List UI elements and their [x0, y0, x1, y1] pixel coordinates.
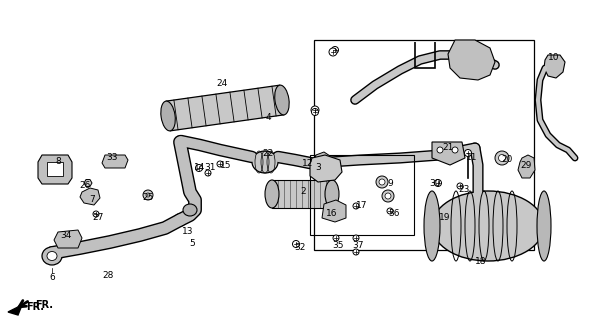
Ellipse shape: [432, 191, 544, 261]
Text: 24: 24: [216, 79, 228, 89]
Polygon shape: [102, 155, 128, 168]
Circle shape: [311, 108, 319, 116]
Text: 12: 12: [302, 158, 314, 167]
Bar: [314, 40, 534, 250]
Circle shape: [353, 235, 359, 241]
Circle shape: [457, 183, 463, 189]
Polygon shape: [314, 152, 330, 167]
Text: 2: 2: [300, 188, 306, 196]
Text: 35: 35: [332, 241, 344, 250]
Text: 28: 28: [102, 270, 114, 279]
Text: 19: 19: [439, 212, 451, 221]
Text: 18: 18: [475, 257, 487, 266]
Text: 6: 6: [49, 274, 55, 283]
Text: 10: 10: [548, 52, 560, 61]
Text: 16: 16: [326, 209, 338, 218]
Circle shape: [435, 180, 442, 187]
Circle shape: [387, 208, 393, 214]
Text: 30: 30: [429, 180, 441, 188]
Circle shape: [217, 161, 223, 167]
Circle shape: [333, 235, 339, 241]
Circle shape: [465, 149, 472, 156]
Text: 15: 15: [220, 161, 232, 170]
Circle shape: [385, 193, 391, 199]
Polygon shape: [38, 155, 72, 184]
Circle shape: [379, 179, 385, 185]
Ellipse shape: [325, 180, 339, 208]
Text: 29: 29: [520, 161, 532, 170]
Circle shape: [332, 46, 338, 53]
Polygon shape: [322, 200, 346, 222]
Circle shape: [382, 190, 394, 202]
Circle shape: [205, 170, 211, 176]
Text: 20: 20: [501, 155, 513, 164]
Text: 36: 36: [388, 209, 400, 218]
Circle shape: [311, 106, 319, 114]
Text: 4: 4: [265, 114, 271, 123]
Polygon shape: [448, 40, 495, 80]
Circle shape: [195, 164, 203, 172]
Text: 34: 34: [60, 231, 72, 241]
Circle shape: [452, 147, 458, 153]
Polygon shape: [310, 155, 342, 182]
Polygon shape: [518, 155, 535, 178]
Bar: [310, 155, 414, 235]
Polygon shape: [84, 180, 92, 187]
Text: 5: 5: [189, 238, 195, 247]
Text: FR.: FR.: [26, 302, 44, 312]
Polygon shape: [544, 55, 565, 78]
Text: 31: 31: [204, 163, 216, 172]
Ellipse shape: [265, 180, 279, 208]
Ellipse shape: [424, 191, 440, 261]
Circle shape: [495, 151, 509, 165]
Circle shape: [143, 190, 153, 200]
Text: 25: 25: [142, 193, 154, 202]
Circle shape: [93, 211, 99, 217]
Ellipse shape: [275, 85, 289, 115]
Text: FR.: FR.: [35, 300, 53, 310]
Text: 23: 23: [459, 185, 470, 194]
Bar: [47, 162, 63, 176]
Text: 37: 37: [352, 241, 364, 250]
Ellipse shape: [42, 247, 62, 265]
Polygon shape: [54, 230, 82, 248]
Text: 14: 14: [194, 164, 206, 172]
Polygon shape: [80, 188, 100, 205]
Text: 22: 22: [263, 148, 273, 157]
Text: 9: 9: [387, 179, 393, 188]
Text: 8: 8: [55, 157, 61, 166]
Ellipse shape: [47, 252, 57, 260]
Circle shape: [353, 203, 359, 209]
Circle shape: [293, 241, 299, 247]
Bar: [272, 180, 332, 208]
Text: 11: 11: [466, 154, 478, 163]
Ellipse shape: [183, 204, 197, 216]
Circle shape: [146, 193, 150, 197]
Polygon shape: [166, 85, 284, 131]
Circle shape: [437, 147, 443, 153]
Circle shape: [376, 176, 388, 188]
Text: 3: 3: [315, 164, 321, 172]
Text: 17: 17: [356, 201, 368, 210]
Text: 7: 7: [89, 196, 95, 204]
Text: 21: 21: [442, 142, 454, 151]
Text: 27: 27: [93, 212, 104, 221]
Text: 26: 26: [79, 180, 91, 189]
Ellipse shape: [537, 191, 551, 261]
Polygon shape: [8, 305, 22, 315]
Ellipse shape: [252, 151, 278, 173]
Text: 32: 32: [294, 244, 306, 252]
Text: 13: 13: [182, 227, 194, 236]
Polygon shape: [432, 142, 465, 165]
Circle shape: [329, 48, 337, 56]
Text: 33: 33: [106, 154, 118, 163]
Circle shape: [353, 249, 359, 255]
Circle shape: [498, 155, 505, 162]
Ellipse shape: [161, 101, 175, 131]
